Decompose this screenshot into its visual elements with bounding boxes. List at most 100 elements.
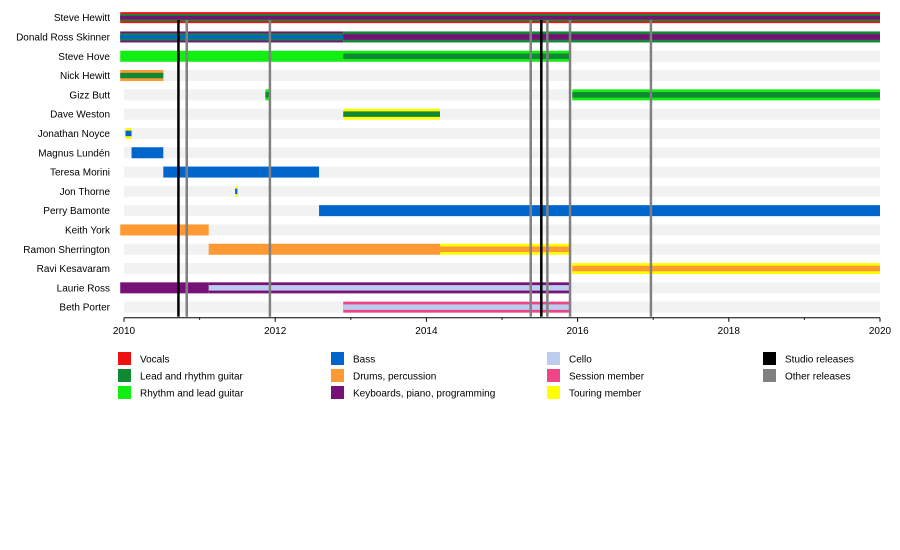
x-tick-label: 2014	[415, 326, 438, 337]
bar-layer-lead-guitar	[265, 92, 270, 98]
member-bar	[131, 147, 164, 159]
member-name: Beth Porter	[59, 303, 110, 314]
member-name: Perry Bamonte	[43, 206, 110, 217]
member-bar	[572, 263, 880, 275]
member-bar	[208, 243, 441, 255]
legend-swatch	[763, 369, 776, 382]
legend-swatch	[118, 352, 131, 365]
row-background	[124, 147, 880, 159]
legend-label: Touring member	[569, 389, 642, 400]
member-name: Magnus Lundén	[38, 148, 110, 159]
bar-layer-keyboards	[120, 282, 209, 294]
member-bar	[120, 70, 164, 82]
member-name: Nick Hewitt	[60, 71, 110, 82]
x-tick-label: 2018	[718, 326, 741, 337]
legend-swatch	[547, 352, 560, 365]
legend-item: Rhythm and lead guitar	[118, 386, 244, 400]
release-lines	[177, 20, 653, 317]
row-background	[124, 185, 880, 197]
legend-label: Vocals	[140, 355, 169, 366]
legend-swatch	[331, 386, 344, 399]
x-tick-label: 2016	[566, 326, 589, 337]
row-background	[124, 108, 880, 120]
member-bar	[343, 301, 571, 313]
x-axis: 2010 2012 2014 2016 2018 2020	[113, 317, 892, 337]
member-name: Ramon Sherrington	[23, 245, 110, 256]
legend-item: Keyboards, piano, programming	[331, 386, 495, 400]
legend-swatch	[547, 369, 560, 382]
bar-layer-cello	[208, 285, 571, 291]
legend-swatch	[118, 386, 131, 399]
member-bar	[265, 89, 270, 101]
legend-item: Other releases	[763, 369, 851, 383]
legend-label: Bass	[353, 355, 375, 366]
bar-layer-drums	[208, 243, 441, 255]
member-bar	[120, 282, 209, 294]
member-bar	[440, 243, 571, 255]
bar-layer-bass	[163, 166, 320, 178]
legend-item: Vocals	[118, 352, 169, 366]
bar-layer-bass	[235, 188, 238, 195]
legend-item: Session member	[547, 369, 645, 383]
member-name: Steve Hove	[58, 52, 110, 63]
legend-label: Rhythm and lead guitar	[140, 389, 244, 400]
legend-swatch	[118, 369, 131, 382]
member-name: Ravi Kesavaram	[37, 264, 110, 275]
member-name: Jonathan Noyce	[38, 129, 111, 140]
member-names: Steve Hewitt Donald Ross Skinner Steve Hov…	[16, 13, 111, 314]
legend-item: Cello	[547, 352, 592, 366]
member-name: Laurie Ross	[57, 283, 110, 294]
x-tick-label: 2010	[113, 326, 136, 337]
legend: Vocals Lead and rhythm guitar Rhythm and l…	[118, 352, 854, 400]
bar-layer-lead-guitar	[343, 111, 441, 117]
bar-layer-drums	[440, 246, 571, 252]
legend-label: Cello	[569, 355, 592, 366]
row-background	[124, 127, 880, 139]
row-background	[124, 263, 880, 275]
x-tick-label: 2012	[264, 326, 287, 337]
row-background	[124, 224, 880, 236]
member-bar	[120, 31, 344, 43]
member-name: Dave Weston	[50, 110, 110, 121]
bar-layer-cello	[343, 304, 571, 310]
legend-item: Lead and rhythm guitar	[118, 369, 244, 383]
legend-label: Studio releases	[785, 355, 854, 366]
member-bar	[120, 224, 209, 236]
member-bar	[163, 166, 320, 178]
bar-layer-bass	[120, 35, 344, 39]
member-bar	[572, 89, 880, 101]
legend-label: Keyboards, piano, programming	[353, 389, 495, 400]
legend-swatch	[763, 352, 776, 365]
legend-item: Drums, percussion	[331, 369, 436, 383]
bar-layer-lead-guitar	[572, 92, 880, 98]
legend-swatch	[547, 386, 560, 399]
bar-layer-drums	[120, 224, 209, 236]
legend-label: Lead and rhythm guitar	[140, 372, 244, 383]
row-background	[124, 166, 880, 178]
bar-layer-lead-guitar	[120, 72, 164, 79]
member-name: Keith York	[65, 225, 111, 236]
member-name: Steve Hewitt	[54, 13, 110, 24]
legend-label: Other releases	[785, 372, 851, 383]
legend-item: Touring member	[547, 386, 642, 400]
row-background	[124, 89, 880, 101]
bar-layer-keyboards	[120, 15, 881, 20]
member-bar	[235, 185, 238, 197]
bar-layer-bass	[131, 147, 164, 159]
legend-swatch	[331, 369, 344, 382]
member-name: Donald Ross Skinner	[16, 32, 111, 43]
legend-swatch	[331, 352, 344, 365]
member-bars	[120, 12, 881, 313]
member-bar	[319, 205, 881, 217]
member-bar	[343, 50, 571, 62]
bar-layer-bass	[319, 205, 881, 217]
member-bar	[343, 31, 880, 43]
member-bar	[208, 282, 571, 294]
legend-item: Bass	[331, 352, 375, 366]
bar-layer-lead-guitar	[343, 53, 571, 59]
bar-layer-keyboards	[343, 34, 880, 40]
bar-layer-rhythm-guitar	[120, 50, 344, 62]
member-name: Teresa Morini	[50, 168, 110, 179]
row-background	[124, 70, 880, 82]
